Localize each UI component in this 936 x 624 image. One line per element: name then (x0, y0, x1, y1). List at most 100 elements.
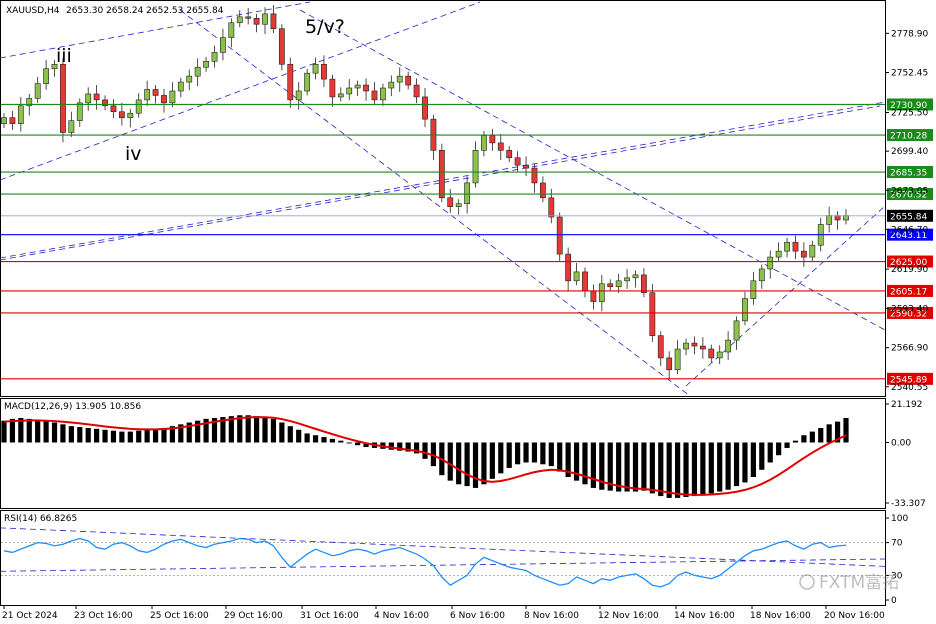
macd-bar-51 (430, 442, 437, 467)
macd-bar-79 (666, 442, 672, 498)
candle-body-82 (691, 342, 698, 347)
candle-body-74 (624, 277, 630, 282)
candle-body-41 (346, 87, 353, 95)
macd-bar-15 (127, 431, 133, 443)
candle-body-73 (615, 280, 622, 288)
macd-bar-26 (220, 417, 226, 443)
macd-bar-68 (573, 442, 580, 481)
macd-bar-35 (296, 429, 302, 443)
candle-body-94 (792, 241, 799, 252)
candle-body-48 (405, 75, 412, 86)
macd-bar-54 (456, 442, 462, 485)
candle-body-57 (481, 135, 487, 151)
macd-bar-17 (144, 429, 150, 443)
macd-bar-1 (9, 418, 16, 443)
candle-body-56 (472, 150, 479, 184)
candle-body-71 (598, 283, 605, 302)
candle-body-37 (312, 63, 319, 74)
macd-bar-87 (733, 442, 740, 487)
macd-bar-61 (515, 442, 521, 465)
channel-line-5 (0, 105, 881, 261)
macd-bar-94 (792, 440, 799, 443)
candle-body-38 (321, 63, 327, 80)
macd-bar-24 (203, 418, 209, 443)
candle-body-79 (666, 357, 673, 371)
wave-label-iv: iv (125, 143, 142, 165)
main-panel (0, 0, 886, 397)
price-tick-label-2566.90: 2566.90 (891, 344, 928, 354)
candle-body-34 (287, 63, 294, 101)
candle-body-12 (102, 99, 108, 107)
level-tag-text-2685.35: 2685.35 (890, 169, 927, 179)
level-tag-2730.90 (887, 98, 933, 111)
candle-body-11 (93, 93, 100, 101)
macd-bar-9 (77, 427, 83, 443)
candle-body-3 (26, 98, 33, 107)
candle-body-29 (245, 16, 252, 19)
candle-body-76 (641, 274, 647, 293)
level-tag-text-2545.89: 2545.89 (890, 375, 927, 385)
candle-body-32 (270, 13, 277, 29)
macd-bar-63 (531, 442, 538, 463)
macd-bar-72 (607, 442, 613, 491)
macd-bar-53 (447, 442, 453, 481)
candle-body-85 (716, 351, 723, 359)
candle-body-90 (758, 268, 765, 282)
candle-body-47 (396, 75, 403, 83)
macd-bar-80 (675, 442, 681, 498)
candle-body-54 (455, 203, 462, 207)
level-tag-text-2625.00: 2625.00 (890, 258, 927, 268)
candle-body-60 (506, 150, 513, 159)
candle-body-44 (371, 90, 378, 101)
time-tick-label-4: 31 Oct 16:00 (300, 611, 359, 621)
current-price-text: 2655.84 (890, 212, 927, 222)
price-levels: 2730.90 2710.28 2685.35 2670.52 2643.11 2625.… (1, 98, 933, 385)
macd-bar-97 (818, 427, 824, 443)
price-axis: 2778.90 2752.45 2725.50 2699.40 2673.05 2646.… (885, 29, 928, 606)
macd-bar-90 (759, 442, 765, 470)
macd-bar-25 (211, 417, 218, 443)
macd-bar-8 (68, 426, 74, 443)
rsi-line (3, 537, 847, 588)
candle-body-24 (203, 61, 209, 68)
candle-body-72 (607, 283, 614, 288)
wave-label-iii: iii (56, 45, 72, 67)
macd-bar-93 (784, 442, 790, 448)
price-tick-label-2725.50: 2725.50 (891, 108, 928, 118)
candle-body-25 (211, 52, 218, 62)
level-tag-2625.00 (887, 255, 933, 268)
candle-body-7 (60, 63, 66, 133)
candle-body-49 (413, 84, 420, 98)
macd-bar-57 (481, 442, 487, 485)
candle-body-39 (329, 78, 336, 98)
macd-bar-95 (801, 435, 807, 443)
time-tick-label-7: 8 Nov 16:00 (524, 611, 579, 621)
macd-bar-33 (279, 422, 285, 443)
price-tick-label-2673.05: 2673.05 (891, 186, 928, 196)
rsi-tick-label-2: 30 (891, 571, 903, 581)
macd-bar-59 (498, 442, 504, 474)
macd-bar-18 (152, 428, 159, 443)
candle-body-96 (809, 244, 816, 258)
candle-body-93 (784, 241, 790, 252)
candle-body-84 (708, 348, 715, 359)
macd-bar-19 (161, 427, 167, 443)
candle-body-68 (573, 271, 580, 282)
candle-body-75 (632, 274, 639, 279)
price-tick-label-2699.40: 2699.40 (891, 147, 928, 157)
macd-bar-81 (683, 442, 689, 497)
price-tick-label-2540.55: 2540.55 (891, 383, 928, 393)
candle-body-99 (834, 215, 841, 221)
rsi-tick-label-0: 100 (891, 514, 908, 524)
time-tick-label-10: 18 Nov 16:00 (750, 611, 811, 621)
channel-line-0 (0, 1, 311, 59)
level-tag-2545.89 (887, 372, 933, 385)
macd-bar-31 (262, 417, 268, 443)
macd-bar-96 (809, 431, 815, 443)
level-tag-text-2670.52: 2670.52 (890, 191, 927, 201)
level-tag-2605.17 (887, 284, 933, 297)
candle-body-2 (17, 105, 24, 124)
candle-body-69 (582, 271, 588, 292)
candle-body-18 (152, 89, 159, 96)
level-tag-text-2605.17: 2605.17 (890, 287, 927, 297)
